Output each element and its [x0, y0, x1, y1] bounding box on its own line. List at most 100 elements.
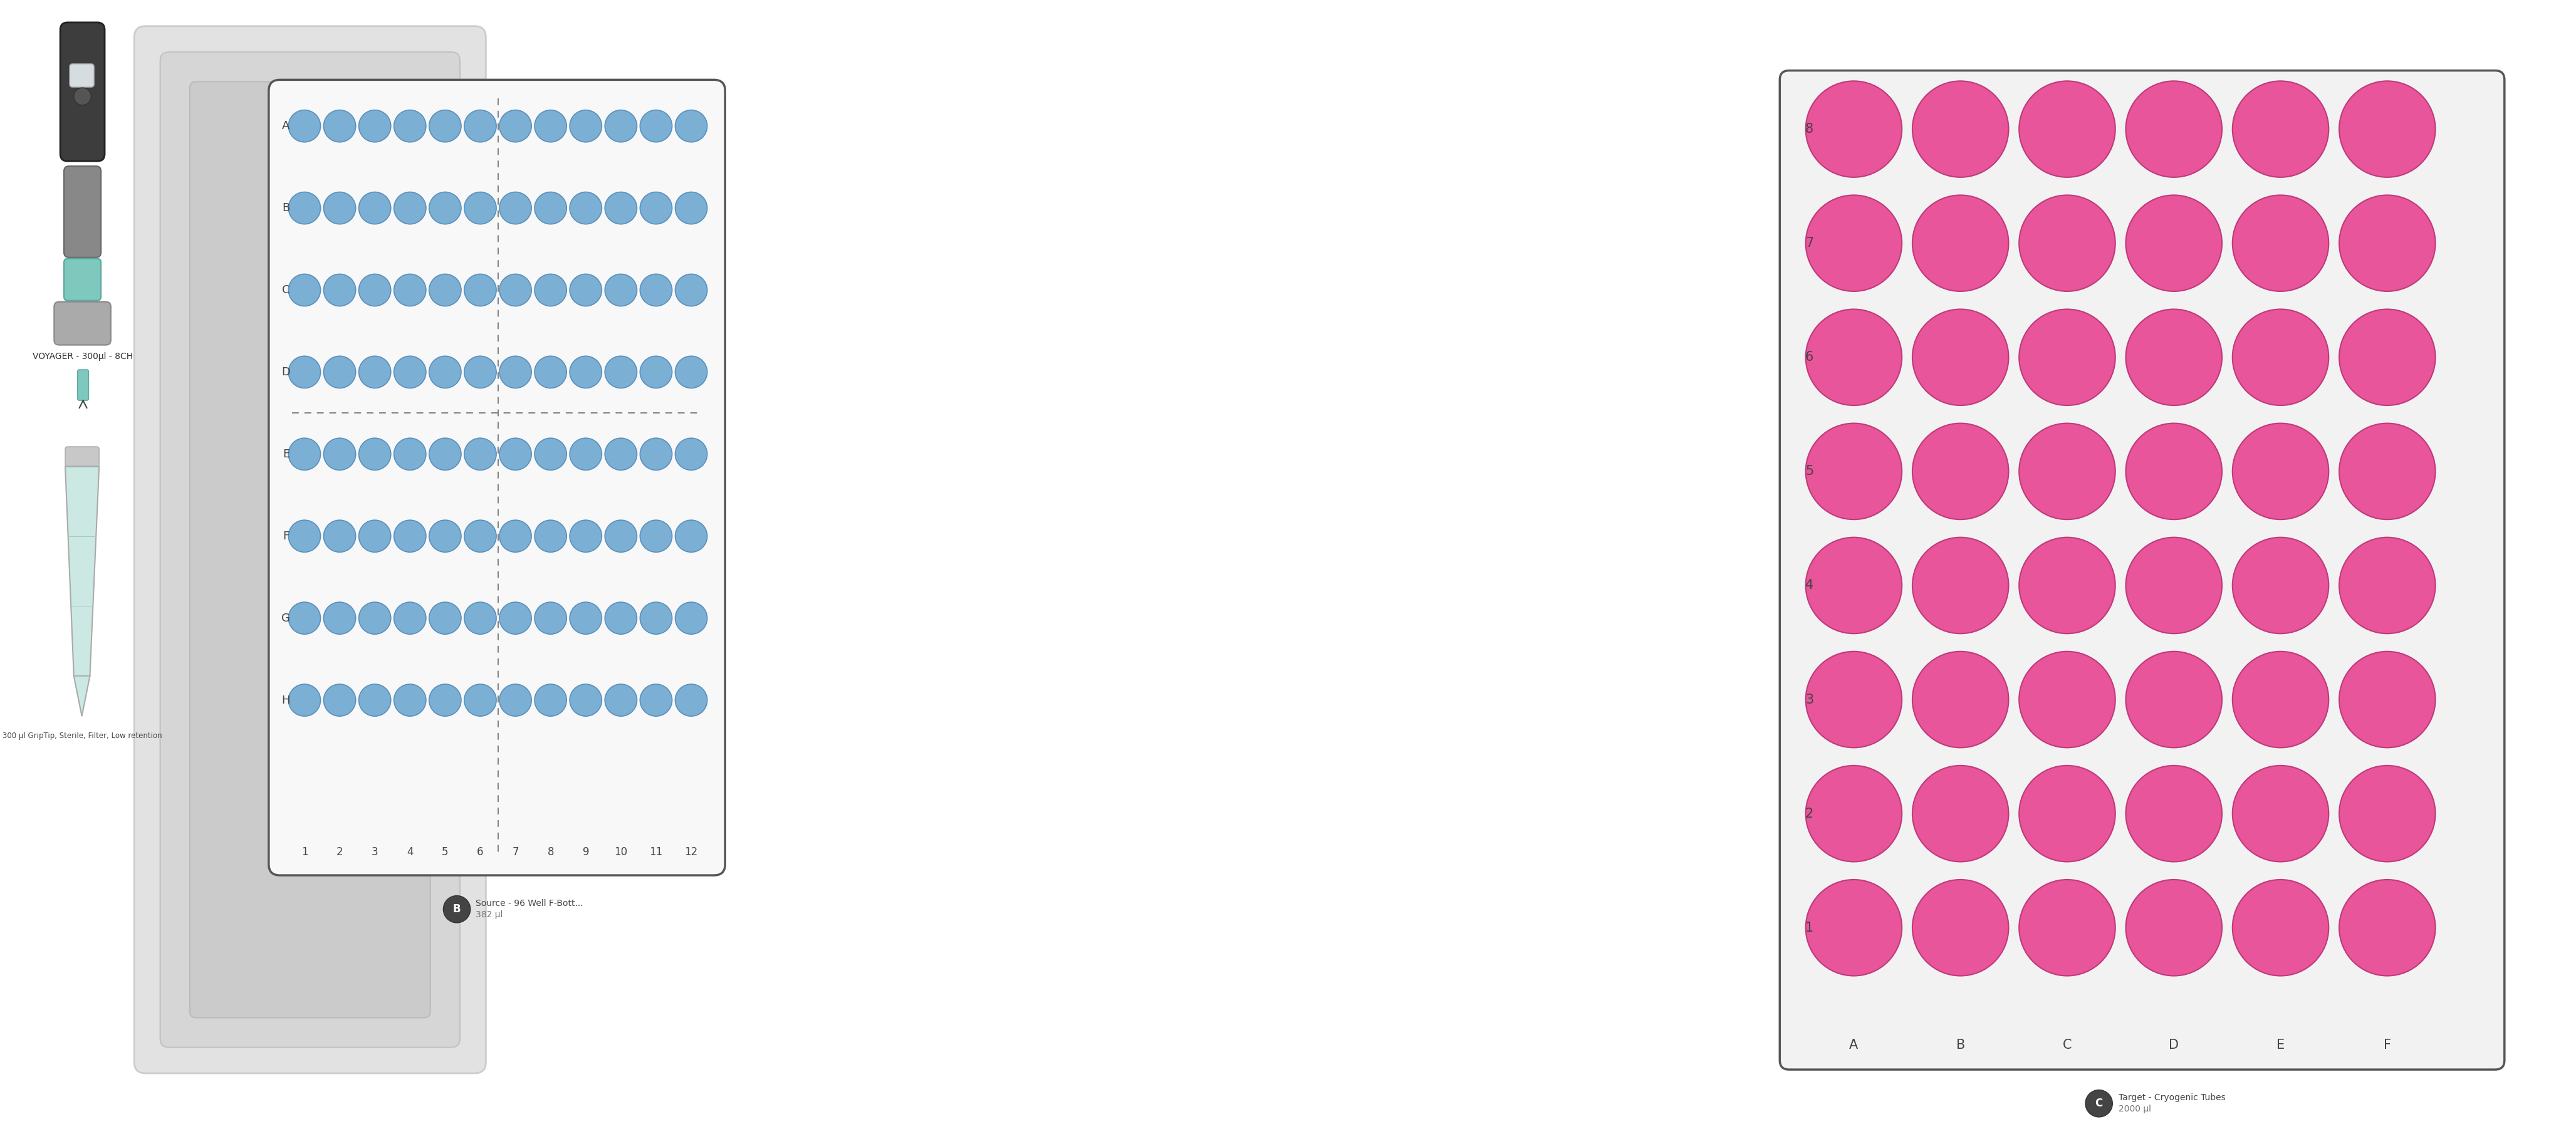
Ellipse shape [1806, 195, 1901, 291]
Text: B: B [1955, 1039, 1965, 1051]
Ellipse shape [464, 192, 497, 224]
Ellipse shape [675, 684, 708, 716]
Ellipse shape [394, 356, 425, 388]
FancyBboxPatch shape [1780, 70, 2504, 1069]
Ellipse shape [289, 602, 319, 634]
Ellipse shape [569, 520, 603, 552]
Text: Source - 96 Well F-Bott...: Source - 96 Well F-Bott... [477, 900, 582, 908]
Ellipse shape [536, 274, 567, 306]
Ellipse shape [430, 192, 461, 224]
Ellipse shape [2125, 81, 2223, 177]
Ellipse shape [605, 438, 636, 470]
Ellipse shape [394, 438, 425, 470]
Text: 7: 7 [1806, 237, 1814, 250]
Ellipse shape [500, 602, 531, 634]
FancyBboxPatch shape [268, 80, 724, 875]
Ellipse shape [2233, 81, 2329, 177]
Ellipse shape [675, 192, 708, 224]
Ellipse shape [2339, 309, 2434, 405]
Text: 6: 6 [1806, 351, 1814, 364]
Text: 8: 8 [1806, 123, 1814, 135]
Ellipse shape [394, 110, 425, 142]
Ellipse shape [1911, 309, 2009, 405]
FancyBboxPatch shape [64, 259, 100, 300]
Ellipse shape [2125, 765, 2223, 861]
Ellipse shape [358, 192, 392, 224]
Ellipse shape [1806, 81, 1901, 177]
Ellipse shape [675, 110, 708, 142]
Ellipse shape [2233, 879, 2329, 975]
Text: C: C [2063, 1039, 2071, 1051]
Ellipse shape [536, 438, 567, 470]
Ellipse shape [1806, 537, 1901, 633]
Ellipse shape [639, 438, 672, 470]
Ellipse shape [1911, 765, 2009, 861]
Text: 6: 6 [477, 847, 484, 858]
Ellipse shape [536, 356, 567, 388]
Ellipse shape [358, 274, 392, 306]
Ellipse shape [358, 684, 392, 716]
Ellipse shape [325, 274, 355, 306]
Ellipse shape [569, 684, 603, 716]
Ellipse shape [639, 192, 672, 224]
Ellipse shape [2125, 195, 2223, 291]
Text: 1: 1 [1806, 921, 1814, 934]
Ellipse shape [536, 520, 567, 552]
Text: 2: 2 [1806, 807, 1814, 820]
Circle shape [2087, 1089, 2112, 1117]
FancyBboxPatch shape [64, 447, 98, 466]
Text: D: D [281, 367, 291, 378]
Circle shape [443, 895, 471, 922]
Ellipse shape [2020, 537, 2115, 633]
Ellipse shape [2125, 879, 2223, 975]
Ellipse shape [430, 274, 461, 306]
Text: 382 µl: 382 µl [477, 910, 502, 919]
Ellipse shape [289, 684, 319, 716]
Ellipse shape [569, 602, 603, 634]
Text: 3: 3 [1806, 693, 1814, 706]
Ellipse shape [639, 684, 672, 716]
Circle shape [75, 88, 90, 105]
Text: 3: 3 [371, 847, 379, 858]
FancyBboxPatch shape [54, 301, 111, 345]
Ellipse shape [1806, 423, 1901, 519]
Text: 5: 5 [1806, 465, 1814, 478]
Ellipse shape [325, 602, 355, 634]
Ellipse shape [2339, 765, 2434, 861]
Ellipse shape [500, 520, 531, 552]
Ellipse shape [289, 192, 319, 224]
Text: 300 µl GripTip, Sterile, Filter, Low retention: 300 µl GripTip, Sterile, Filter, Low ret… [3, 732, 162, 739]
Ellipse shape [2339, 423, 2434, 519]
FancyBboxPatch shape [77, 369, 88, 401]
Ellipse shape [605, 356, 636, 388]
Ellipse shape [536, 110, 567, 142]
Ellipse shape [464, 274, 497, 306]
Text: F: F [283, 531, 289, 542]
Ellipse shape [2233, 765, 2329, 861]
Text: 7: 7 [513, 847, 518, 858]
Ellipse shape [1806, 879, 1901, 975]
Text: 8: 8 [546, 847, 554, 858]
Ellipse shape [500, 356, 531, 388]
Ellipse shape [325, 356, 355, 388]
Ellipse shape [675, 438, 708, 470]
Ellipse shape [394, 520, 425, 552]
Ellipse shape [605, 110, 636, 142]
Ellipse shape [289, 520, 319, 552]
Ellipse shape [675, 602, 708, 634]
Ellipse shape [605, 192, 636, 224]
Ellipse shape [2020, 765, 2115, 861]
Ellipse shape [2339, 537, 2434, 633]
Ellipse shape [2020, 879, 2115, 975]
Ellipse shape [2339, 81, 2434, 177]
Ellipse shape [2020, 651, 2115, 747]
Ellipse shape [639, 274, 672, 306]
Ellipse shape [2233, 195, 2329, 291]
Ellipse shape [639, 110, 672, 142]
Ellipse shape [2125, 651, 2223, 747]
Ellipse shape [394, 684, 425, 716]
Ellipse shape [358, 110, 392, 142]
FancyBboxPatch shape [59, 23, 106, 161]
Text: 4: 4 [407, 847, 412, 858]
FancyBboxPatch shape [70, 63, 95, 87]
